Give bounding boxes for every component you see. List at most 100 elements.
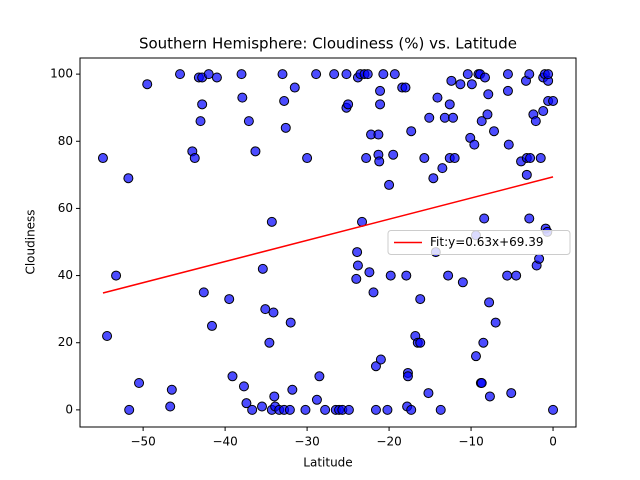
point bbox=[469, 139, 480, 150]
point bbox=[142, 79, 153, 90]
point bbox=[197, 99, 208, 110]
point bbox=[444, 99, 455, 110]
point bbox=[443, 270, 454, 281]
point bbox=[406, 404, 417, 415]
point bbox=[415, 294, 426, 305]
point bbox=[206, 320, 217, 331]
point bbox=[457, 277, 468, 288]
point bbox=[548, 95, 559, 106]
y-tick-label: 20 bbox=[58, 335, 73, 349]
point bbox=[311, 69, 322, 80]
point bbox=[490, 317, 501, 328]
point bbox=[368, 287, 379, 298]
y-tick-label: 80 bbox=[58, 134, 73, 148]
point bbox=[455, 79, 466, 90]
point bbox=[211, 72, 222, 83]
point bbox=[424, 112, 435, 123]
point bbox=[462, 69, 473, 80]
point bbox=[402, 371, 413, 382]
point bbox=[247, 404, 258, 415]
point bbox=[364, 267, 375, 278]
point bbox=[401, 270, 412, 281]
point bbox=[374, 156, 385, 167]
point bbox=[257, 401, 268, 412]
point bbox=[375, 99, 386, 110]
x-axis-label: Latitude bbox=[303, 456, 352, 470]
point bbox=[314, 371, 325, 382]
point bbox=[439, 112, 450, 123]
x-tick-label: −50 bbox=[130, 435, 155, 449]
point bbox=[373, 129, 384, 140]
point bbox=[385, 270, 396, 281]
point bbox=[470, 351, 481, 362]
point bbox=[423, 388, 434, 399]
point bbox=[483, 89, 494, 100]
point bbox=[343, 99, 354, 110]
y-tick-label: 40 bbox=[58, 268, 73, 282]
point bbox=[478, 337, 489, 348]
point bbox=[406, 126, 417, 137]
x-tick-label: 0 bbox=[549, 435, 557, 449]
point bbox=[285, 317, 296, 328]
point bbox=[224, 294, 235, 305]
point bbox=[476, 378, 487, 389]
point bbox=[479, 72, 490, 83]
point bbox=[524, 213, 535, 224]
point bbox=[352, 260, 363, 271]
point bbox=[189, 153, 200, 164]
point bbox=[432, 92, 443, 103]
point bbox=[382, 404, 393, 415]
point bbox=[370, 404, 381, 415]
point bbox=[237, 92, 248, 103]
point bbox=[375, 354, 386, 365]
point bbox=[502, 270, 513, 281]
point bbox=[484, 297, 495, 308]
y-tick-label: 60 bbox=[58, 201, 73, 215]
point bbox=[466, 79, 477, 90]
point bbox=[165, 401, 176, 412]
point bbox=[506, 388, 517, 399]
point bbox=[287, 384, 298, 395]
point bbox=[543, 69, 554, 80]
x-tick-label: −10 bbox=[458, 435, 483, 449]
point bbox=[479, 213, 490, 224]
point bbox=[166, 384, 177, 395]
point bbox=[489, 126, 500, 137]
point bbox=[389, 69, 400, 80]
point bbox=[123, 173, 134, 184]
point bbox=[502, 69, 513, 80]
point bbox=[302, 153, 313, 164]
legend-box bbox=[387, 230, 571, 255]
point bbox=[524, 69, 535, 80]
x-tick-label: −20 bbox=[376, 435, 401, 449]
point bbox=[175, 69, 186, 80]
point bbox=[448, 112, 459, 123]
point bbox=[227, 371, 238, 382]
point bbox=[124, 404, 135, 415]
point bbox=[400, 82, 411, 93]
point bbox=[511, 270, 522, 281]
point bbox=[195, 116, 206, 127]
point bbox=[241, 398, 252, 409]
point bbox=[378, 69, 389, 80]
point bbox=[548, 404, 559, 415]
point bbox=[269, 391, 280, 402]
chart-title: Southern Hemisphere: Cloudiness (%) vs. … bbox=[139, 35, 517, 53]
point bbox=[484, 391, 495, 402]
point bbox=[351, 273, 362, 284]
fit-line bbox=[102, 176, 554, 294]
point bbox=[277, 69, 288, 80]
point bbox=[521, 169, 532, 180]
point bbox=[428, 173, 439, 184]
point bbox=[449, 153, 460, 164]
point bbox=[260, 304, 271, 315]
x-tick-label: −40 bbox=[212, 435, 237, 449]
point bbox=[362, 69, 373, 80]
point bbox=[419, 153, 430, 164]
point bbox=[534, 253, 545, 264]
plot-frame bbox=[79, 57, 577, 428]
point bbox=[289, 82, 300, 93]
point bbox=[375, 85, 386, 96]
point bbox=[284, 404, 295, 415]
